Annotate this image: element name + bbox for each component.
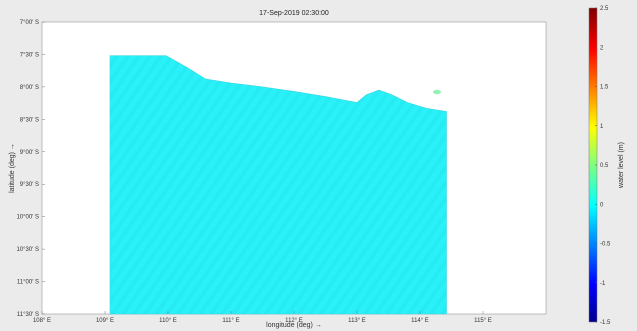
colorbar-ticks: -1.5 -1 -0.5 0 0.5 1 1.5 2 2.5 (595, 6, 611, 326)
x-axis-ticks: 108° E 109° E 110° E 111° E 112° E 113° E 114°… (33, 311, 492, 324)
coastal-anomaly (433, 89, 441, 95)
colorbar-label: water level (m) (618, 142, 625, 189)
colorbar-tick-label: 1 (600, 124, 604, 130)
y-axis-title: latitude (deg) → (9, 143, 16, 193)
colorbar-tick-label: 0 (600, 202, 604, 208)
y-tick-label: 9°30′ S (20, 182, 39, 188)
island-patch (422, 90, 432, 96)
field-base (110, 55, 447, 314)
x-tick-label: 109° E (96, 318, 114, 324)
y-tick-label: 9°00′ S (20, 150, 39, 156)
y-tick-label: 7°00′ S (20, 20, 39, 26)
x-tick-label: 112° E (285, 318, 303, 324)
colorbar-tick-label: 2 (600, 45, 604, 51)
field-overlay (110, 55, 447, 314)
colorbar-tick-label: -1.5 (600, 320, 611, 326)
plot-title: 17-Sep-2019 02:30:00 (259, 10, 329, 17)
x-tick-label: 110° E (159, 318, 177, 324)
x-tick-label: 114° E (411, 318, 429, 324)
x-tick-label: 113° E (348, 318, 366, 324)
colorbar-tick-label: 0.5 (600, 163, 609, 169)
y-axis-ticks: 7°00′ S 7°30′ S 8°00′ S 8°30′ S 9°00′ S 9°30′… (16, 20, 45, 318)
y-tick-label: 10°00′ S (16, 215, 39, 221)
colorbar-tick-label: 1.5 (600, 85, 609, 91)
x-tick-label: 108° E (33, 318, 51, 324)
y-tick-label: 7°30′ S (20, 52, 39, 58)
y-tick-label: 10°30′ S (16, 247, 39, 253)
y-tick-label: 8°30′ S (20, 117, 39, 123)
x-tick-label: 111° E (222, 318, 239, 324)
colorbar-tick-label: 2.5 (600, 6, 609, 12)
x-tick-label: 115° E (474, 318, 492, 324)
colorbar-tick-label: -0.5 (600, 242, 611, 248)
x-axis-title: longitude (deg) → (266, 322, 322, 329)
domain-boundary (109, 55, 447, 315)
colorbar-tick-label: -1 (600, 281, 606, 287)
y-tick-label: 8°00′ S (20, 85, 39, 91)
y-tick-label: 11°00′ S (17, 280, 39, 286)
y-tick-label: 11°30′ S (17, 312, 39, 318)
water-level-field (110, 55, 447, 314)
